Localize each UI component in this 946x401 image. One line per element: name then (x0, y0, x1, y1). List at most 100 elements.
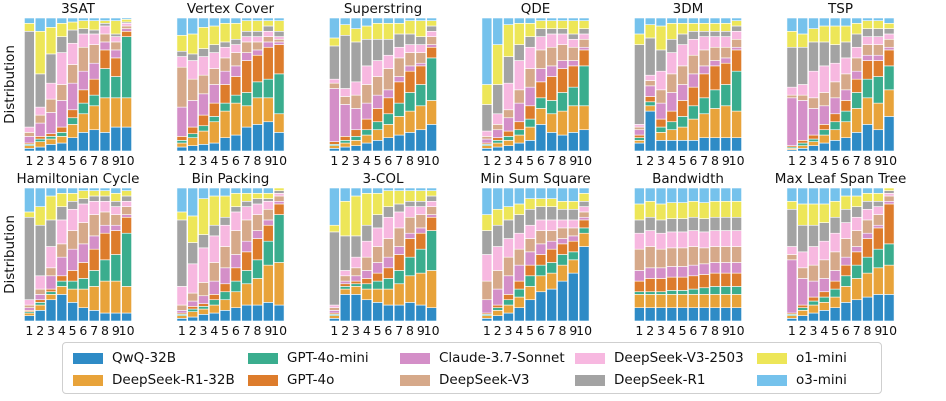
bar-segment (851, 33, 862, 48)
bar-segment (56, 187, 68, 194)
bar-segment (829, 140, 841, 152)
bar-segment (252, 193, 263, 199)
bar-segment (350, 41, 362, 83)
bar-segment (557, 219, 568, 229)
x-tick-label: 9 (112, 153, 120, 168)
bar-segment (230, 307, 242, 322)
bar-segment (698, 263, 710, 275)
bar-segment (819, 222, 830, 242)
bar-segment (415, 36, 427, 45)
bar-segment (372, 280, 383, 290)
bar-segment (873, 60, 884, 77)
bar-segment (634, 294, 645, 308)
bar-segment (404, 33, 416, 45)
x-tick-label: 2 (341, 153, 349, 168)
bar-segment (644, 201, 656, 218)
x-tick-label: 7 (243, 323, 251, 338)
bar-segment (578, 193, 590, 202)
bar-segment (644, 80, 656, 87)
bar-segment (840, 57, 852, 75)
bar-segment (797, 84, 808, 96)
bar-segment (492, 17, 503, 45)
bar-segment (535, 264, 547, 277)
bar-segment (176, 140, 188, 144)
bar-segment (176, 50, 188, 57)
bar-segment (808, 138, 819, 142)
legend-item: o1-mini (757, 347, 877, 369)
bar-segment (219, 84, 231, 104)
bar-segment (99, 23, 111, 27)
bar-segment (666, 231, 678, 249)
x-tick-label: 1 (788, 153, 796, 168)
bar-segment (241, 201, 252, 207)
bar-segment (819, 259, 830, 279)
bar-segment (187, 145, 198, 152)
bar-segment (709, 17, 721, 24)
bar-segment (56, 17, 68, 24)
bar-segment (873, 36, 884, 45)
x-tick-label: 6 (842, 323, 850, 338)
bar-segment (209, 299, 220, 306)
bar-segment (578, 28, 590, 35)
bar-segment (829, 307, 841, 322)
bar-segment (808, 145, 819, 152)
bar-segment (393, 57, 405, 77)
bar-segment (329, 224, 340, 233)
bar-segment (808, 312, 819, 322)
bar-segment (110, 206, 122, 215)
bar-segment (851, 216, 862, 231)
bar-segment (415, 44, 427, 53)
bar-segment (851, 92, 862, 109)
bar-segment (252, 214, 263, 231)
bar-segment (688, 264, 699, 277)
bar-segment (110, 254, 122, 282)
bar-segment (339, 288, 351, 295)
x-tick-label: 8 (559, 323, 567, 338)
bar-segment (198, 125, 209, 132)
bar-segment (514, 232, 525, 250)
bar-segment (34, 294, 46, 301)
bar-segment (393, 81, 405, 104)
bar-segment (883, 195, 895, 202)
x-tick-label: 8 (406, 153, 414, 168)
x-tick-label: 3 (810, 323, 818, 338)
bar-segment (808, 17, 819, 29)
bar-segment (56, 126, 68, 133)
bar-segment (524, 299, 536, 322)
bar-segment (393, 304, 405, 322)
bar-segment (666, 247, 678, 267)
bar-segment (677, 202, 688, 219)
bar-segment (426, 44, 437, 48)
bar-segment (329, 78, 340, 84)
bar-segment (709, 294, 721, 308)
bar-segment (883, 203, 895, 245)
bar-segment (252, 20, 263, 32)
bar-segment (873, 102, 884, 131)
bar-segment (698, 218, 710, 233)
bar-segment (829, 44, 841, 64)
legend: QwQ-32B GPT-4o-mini Claude-3.7-Sonnet DeepS… (62, 342, 882, 394)
bar-segment (263, 198, 274, 202)
x-tick-label: 4 (210, 323, 218, 338)
bar-segment (110, 280, 122, 314)
legend-swatch (73, 352, 103, 364)
bar-segment (209, 235, 220, 263)
x-tick-label: 4 (363, 153, 371, 168)
bar-segment (372, 129, 383, 141)
x-tick-label: 3 (200, 323, 208, 338)
bar-segment (393, 187, 405, 191)
legend-swatch (248, 352, 278, 364)
bar-segment (404, 206, 416, 218)
bar-segment (546, 76, 557, 101)
bar-segment (329, 145, 340, 149)
bar-segment (786, 259, 798, 314)
bar-segment (808, 304, 819, 314)
bar-segment (383, 267, 394, 279)
bar-segment (404, 44, 416, 53)
bar-segment (110, 126, 122, 152)
bar-segment (503, 275, 514, 295)
bar-segment (503, 219, 514, 239)
bar-segment (568, 259, 579, 274)
bar-segment (568, 240, 579, 253)
x-tick-label: 10 (271, 323, 287, 338)
